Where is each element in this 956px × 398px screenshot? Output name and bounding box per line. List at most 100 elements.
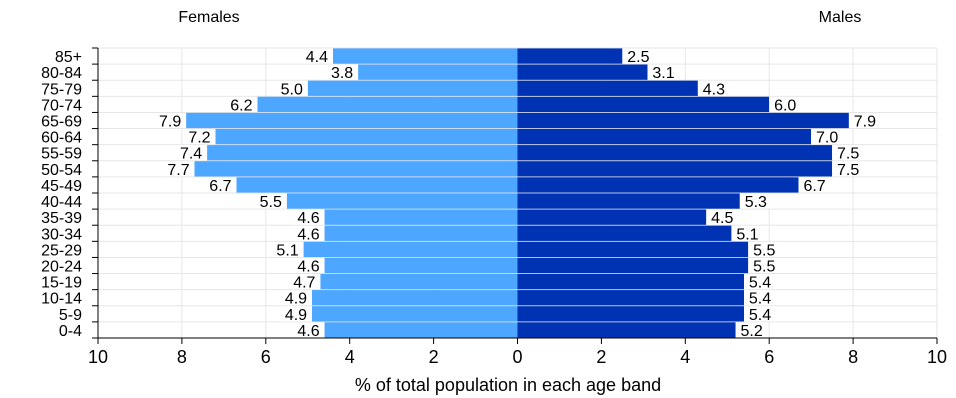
value-label-right-45-49: 6.7 xyxy=(803,178,825,195)
bar-left-50-54 xyxy=(194,161,518,177)
bar-left-35-39 xyxy=(324,209,518,225)
value-label-left-60-64: 7.2 xyxy=(188,130,210,147)
value-label-bg xyxy=(292,258,325,273)
x-tick-label: 8 xyxy=(848,347,858,367)
value-label-bg xyxy=(848,113,881,128)
category-label-10-14: 10-14 xyxy=(41,291,82,308)
legend-males: Males xyxy=(819,9,862,26)
category-label-65-69: 65-69 xyxy=(41,114,82,131)
bar-left-60-64 xyxy=(215,128,518,145)
x-tick-label: 4 xyxy=(345,347,355,367)
category-label-70-74: 70-74 xyxy=(41,97,82,114)
bar-right-85+ xyxy=(517,48,623,64)
bar-right-40-44 xyxy=(517,193,740,209)
value-label-right-85+: 2.5 xyxy=(627,49,649,66)
bar-left-20-24 xyxy=(324,257,518,274)
value-label-bg xyxy=(225,96,258,112)
value-label-bg xyxy=(832,145,865,161)
value-label-left-35-39: 4.6 xyxy=(297,210,319,227)
x-tick-label: 2 xyxy=(429,347,439,367)
legend-females: Females xyxy=(178,9,239,26)
bar-right-70-74 xyxy=(517,96,770,113)
bar-left-25-29 xyxy=(303,241,518,258)
x-tick-label: 6 xyxy=(261,347,271,367)
category-label-75-79: 75-79 xyxy=(41,81,82,98)
bar-left-55-59 xyxy=(207,145,518,161)
category-labels: 85+80-8475-7970-7465-6960-6455-5950-5445… xyxy=(41,47,99,340)
value-label-bg xyxy=(288,274,321,290)
value-label-bg xyxy=(292,209,325,225)
bar-right-15-19 xyxy=(517,273,745,290)
value-label-right-0-4: 5.2 xyxy=(741,323,763,340)
value-label-bg xyxy=(183,129,216,145)
value-label-left-40-44: 5.5 xyxy=(260,194,282,211)
bar-left-80-84 xyxy=(358,64,518,80)
value-label-bg xyxy=(275,80,308,96)
bar-right-55-59 xyxy=(517,145,833,161)
value-label-bg xyxy=(832,161,865,177)
x-axis: 10 8 6 4 2 0 2 4 6 8 10 xyxy=(88,337,947,367)
value-label-bg xyxy=(154,113,187,128)
value-label-bg xyxy=(739,193,772,209)
value-label-left-55-59: 7.4 xyxy=(180,146,202,163)
bar-left-65-69 xyxy=(186,112,518,129)
value-label-bg xyxy=(798,177,831,193)
value-label-bg xyxy=(271,241,304,257)
value-label-right-5-9: 5.4 xyxy=(749,307,771,324)
value-label-right-80-84: 3.1 xyxy=(652,65,674,82)
value-label-bg xyxy=(697,80,730,96)
value-label-left-75-79: 5.0 xyxy=(281,81,303,98)
bar-left-10-14 xyxy=(311,290,518,306)
value-label-bg xyxy=(279,306,312,322)
value-label-right-25-29: 5.5 xyxy=(753,242,775,259)
x-tick-label: 8 xyxy=(177,347,187,367)
value-label-bg xyxy=(706,209,739,225)
value-label-bg xyxy=(735,322,768,338)
category-label-0-4: 0-4 xyxy=(59,323,82,340)
value-label-bg xyxy=(748,241,781,257)
x-tick-label: 4 xyxy=(680,347,690,367)
value-label-bg xyxy=(292,322,325,338)
category-label-30-34: 30-34 xyxy=(41,226,82,243)
bar-right-0-4 xyxy=(517,322,736,338)
x-tick-label: 6 xyxy=(764,347,774,367)
value-label-right-30-34: 5.1 xyxy=(736,226,758,243)
value-label-right-20-24: 5.5 xyxy=(753,259,775,276)
value-label-bg xyxy=(175,145,208,161)
value-label-right-50-54: 7.5 xyxy=(837,162,859,179)
category-label-5-9: 5-9 xyxy=(59,307,82,324)
value-label-right-70-74: 6.0 xyxy=(774,97,796,114)
category-label-50-54: 50-54 xyxy=(41,162,82,179)
value-label-bg xyxy=(204,177,237,193)
category-label-20-24: 20-24 xyxy=(41,259,82,276)
value-label-bg xyxy=(744,290,777,306)
bar-left-45-49 xyxy=(236,177,518,193)
category-label-80-84: 80-84 xyxy=(41,65,82,82)
value-label-left-65-69: 7.9 xyxy=(159,114,181,131)
value-label-bg xyxy=(769,96,802,112)
value-label-right-75-79: 4.3 xyxy=(703,81,725,98)
value-labels: 4.4 2.53.8 3.15.0 4.36.2 6.07.9 7.97.2 7.07.4 7… xyxy=(154,48,881,340)
value-label-bg xyxy=(647,64,680,80)
bar-left-70-74 xyxy=(257,96,518,113)
category-label-60-64: 60-64 xyxy=(41,130,82,147)
category-label-85+: 85+ xyxy=(55,49,82,66)
category-label-55-59: 55-59 xyxy=(41,146,82,163)
category-label-45-49: 45-49 xyxy=(41,178,82,195)
bars xyxy=(186,48,849,338)
bar-left-85+ xyxy=(332,48,518,64)
x-tick-label: 0 xyxy=(512,347,522,367)
category-label-15-19: 15-19 xyxy=(41,275,82,292)
gridlines xyxy=(97,47,938,339)
category-label-25-29: 25-29 xyxy=(41,242,82,259)
value-label-bg xyxy=(254,193,287,209)
value-label-bg xyxy=(292,225,325,241)
value-label-bg xyxy=(279,290,312,306)
bar-right-50-54 xyxy=(517,161,833,177)
bar-right-30-34 xyxy=(517,225,732,241)
x-axis-label: % of total population in each age band xyxy=(355,375,661,395)
value-label-left-80-84: 3.8 xyxy=(331,65,353,82)
value-label-right-60-64: 7.0 xyxy=(816,130,838,147)
bar-right-80-84 xyxy=(517,64,648,80)
category-label-40-44: 40-44 xyxy=(41,194,82,211)
